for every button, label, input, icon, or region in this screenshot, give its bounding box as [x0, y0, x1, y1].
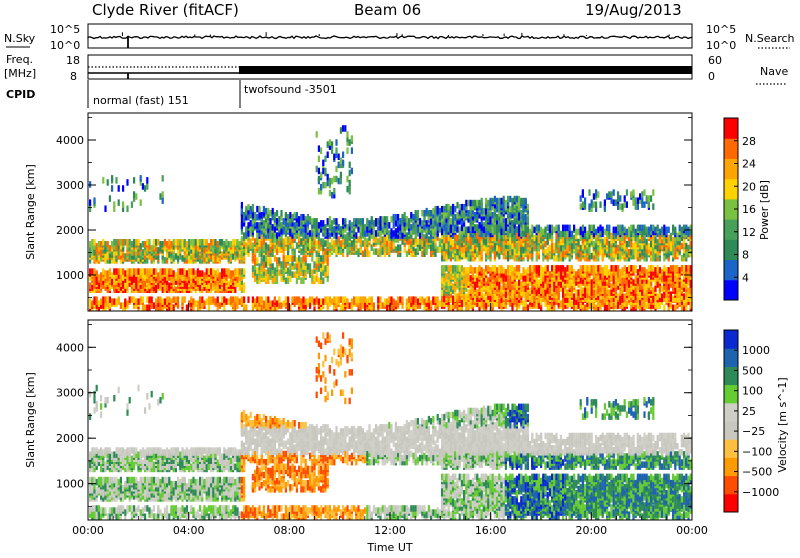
- freq-tick-bottom: 8: [70, 70, 77, 83]
- x-tick-label: 04:00: [173, 524, 205, 537]
- y-tick-label: 1000: [56, 269, 84, 282]
- colorbar-tick-label: 1000: [742, 344, 770, 357]
- power-colorbar: 4 8 12 16 20 24 28: [724, 118, 756, 301]
- colorbar-swatch: [724, 348, 738, 367]
- colorbar-swatch: [724, 330, 738, 349]
- station-title: Clyde River (fitACF): [92, 1, 239, 19]
- colorbar-swatch: [724, 421, 738, 440]
- nsearch-tick-bottom: 10^0: [706, 39, 736, 52]
- power-panel: 1000 2000 3000 4000 Slant Range [km] 4 8 12 16…: [24, 113, 771, 311]
- power-colorbar-label: Power [dB]: [758, 180, 771, 240]
- power-y-axis-label: Slant Range [km]: [24, 164, 37, 260]
- colorbar-tick-label: 4: [742, 271, 749, 284]
- nave-tick-bottom: 0: [708, 70, 715, 83]
- colorbar-tick-label: 24: [742, 158, 756, 171]
- y-tick-label: 2000: [56, 432, 84, 445]
- nsky-label: N.Sky: [4, 32, 36, 45]
- colorbar-swatch: [724, 118, 738, 139]
- cpid-label: CPID: [6, 88, 35, 101]
- colorbar-swatch: [724, 457, 738, 476]
- nsky-tick-bottom: 10^0: [50, 39, 80, 52]
- colorbar-swatch: [724, 138, 738, 159]
- colorbar-tick-label: 28: [742, 135, 756, 148]
- x-tick-label: 00:00: [72, 524, 104, 537]
- y-tick-label: 1000: [56, 478, 84, 491]
- cpid-segment-1: normal (fast) 151: [93, 94, 189, 107]
- beam-label: Beam 06: [354, 1, 421, 19]
- x-tick-label: 00:00: [676, 524, 708, 537]
- y-tick-label: 2000: [56, 224, 84, 237]
- cpid-panel: CPID normal (fast) 151 twofsound -3501: [6, 80, 337, 108]
- date-label: 19/Aug/2013: [585, 1, 682, 19]
- nsky-panel: N.Sky 10^5 10^0 10^5 10^0 N.Search: [4, 23, 795, 52]
- nsearch-label: N.Search: [745, 32, 795, 45]
- x-tick-label: 08:00: [273, 524, 305, 537]
- y-tick-label: 4000: [56, 341, 84, 354]
- colorbar-swatch: [724, 366, 738, 385]
- cpid-segment-2: twofsound -3501: [244, 83, 337, 96]
- x-tick-label: 16:00: [475, 524, 507, 537]
- y-tick-label: 3000: [56, 387, 84, 400]
- nsky-tick-top: 10^5: [50, 23, 80, 36]
- y-tick-label: 3000: [56, 179, 84, 192]
- y-tick-label: 4000: [56, 134, 84, 147]
- freq-tick-top: 18: [66, 54, 80, 67]
- colorbar-tick-label: 500: [742, 364, 763, 377]
- colorbar-swatch: [724, 439, 738, 458]
- time-axis-label: Time UT: [366, 541, 412, 554]
- colorbar-tick-label: −100: [742, 445, 772, 458]
- colorbar-swatch: [724, 494, 738, 513]
- colorbar-swatch: [724, 239, 738, 260]
- freq-trace: [88, 66, 692, 79]
- colorbar-swatch: [724, 403, 738, 422]
- velocity-colorbar-label: Velocity [m s^-1]: [776, 377, 789, 472]
- colorbar-tick-label: 8: [742, 249, 749, 262]
- colorbar-tick-label: 16: [742, 203, 756, 216]
- colorbar-swatch: [724, 385, 738, 404]
- freq-panel: Freq. [MHz] 18 8 60 0 Nave: [4, 53, 788, 84]
- nsky-trace: [88, 32, 692, 48]
- colorbar-tick-label: 12: [742, 226, 756, 239]
- colorbar-tick-label: 100: [742, 385, 763, 398]
- colorbar-swatch: [724, 158, 738, 179]
- x-tick-label: 20:00: [575, 524, 607, 537]
- velocity-y-axis-label: Slant Range [km]: [24, 372, 37, 468]
- nave-tick-top: 60: [708, 54, 722, 67]
- colorbar-tick-label: −1000: [742, 486, 779, 499]
- freq-label: Freq.: [6, 53, 33, 66]
- nave-label: Nave: [760, 65, 788, 78]
- nsearch-tick-top: 10^5: [706, 23, 736, 36]
- x-tick-label: 12:00: [374, 524, 406, 537]
- velocity-colorbar: −1000 −500 −100 −25 25 100 500 1000: [724, 330, 779, 513]
- colorbar-tick-label: −500: [742, 466, 772, 479]
- freq-unit-label: [MHz]: [4, 67, 36, 80]
- colorbar-tick-label: −25: [742, 425, 765, 438]
- colorbar-swatch: [724, 280, 738, 301]
- colorbar-swatch: [724, 179, 738, 200]
- colorbar-tick-label: 25: [742, 405, 756, 418]
- colorbar-tick-label: 20: [742, 180, 756, 193]
- colorbar-swatch: [724, 219, 738, 240]
